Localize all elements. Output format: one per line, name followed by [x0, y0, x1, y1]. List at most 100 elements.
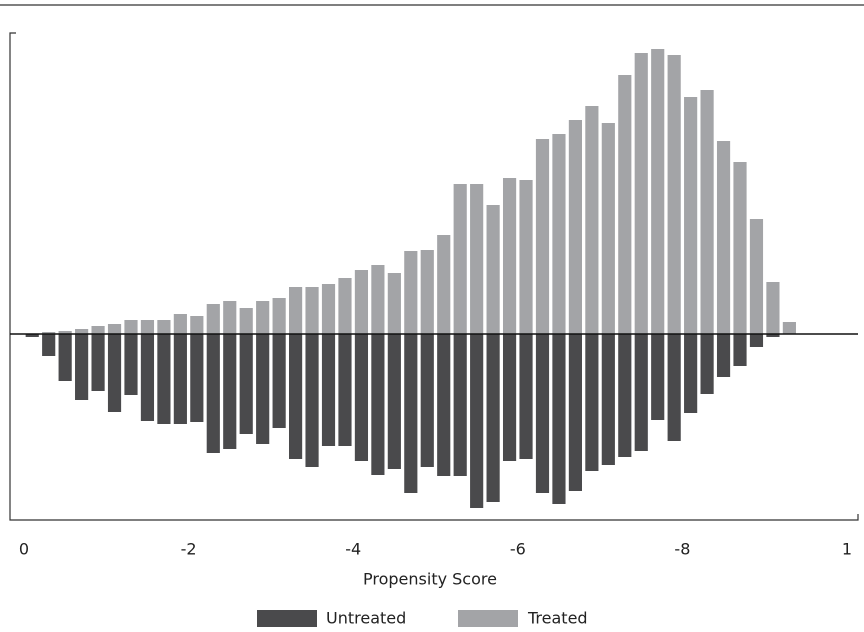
bar: [58, 331, 72, 334]
bar: [321, 334, 336, 446]
bar: [338, 278, 352, 334]
bar: [107, 324, 122, 334]
bar: [568, 120, 582, 334]
bar: [782, 322, 796, 334]
bar: [684, 97, 698, 334]
bar: [733, 334, 747, 366]
bar: [371, 334, 385, 475]
bar: [157, 334, 171, 424]
bar: [91, 334, 105, 391]
bar: [601, 334, 615, 465]
bar: [387, 334, 401, 469]
x-tick-label: -6: [510, 540, 526, 559]
bar: [190, 334, 204, 422]
bar: [256, 334, 270, 444]
bar: [766, 334, 780, 337]
bar: [239, 308, 253, 334]
bar: [404, 334, 418, 493]
bar: [140, 320, 155, 334]
bar: [453, 334, 467, 476]
plot-frame: [9, 32, 859, 521]
bar: [58, 334, 72, 381]
bar: [305, 334, 319, 467]
bar: [25, 334, 39, 337]
bar: [223, 334, 237, 449]
x-axis-label: Propensity Score: [363, 570, 497, 589]
bar: [634, 334, 648, 451]
bar: [124, 320, 138, 334]
x-tick-label: 1: [842, 540, 852, 559]
bar: [716, 334, 731, 377]
bar: [766, 282, 780, 334]
bar: [700, 90, 714, 334]
x-tick-label: -8: [674, 540, 690, 559]
bar: [486, 334, 500, 502]
bar: [223, 301, 237, 334]
bar: [470, 334, 484, 508]
bar: [190, 316, 204, 334]
bar: [107, 334, 122, 412]
bar: [338, 334, 352, 446]
legend-label: Untreated: [326, 609, 406, 628]
bar: [453, 184, 467, 334]
bar: [124, 334, 138, 395]
bar: [519, 334, 533, 459]
bar: [272, 334, 286, 428]
bar: [437, 235, 451, 334]
bar: [272, 298, 286, 334]
bar: [354, 270, 369, 334]
bar: [173, 334, 187, 424]
bar: [535, 139, 550, 334]
bar: [651, 334, 665, 420]
bar: [42, 334, 56, 356]
bar: [585, 334, 599, 471]
bar: [420, 250, 434, 334]
bar: [437, 334, 451, 476]
bar: [173, 314, 187, 334]
bar: [502, 334, 517, 461]
bar: [239, 334, 253, 434]
bar: [568, 334, 582, 491]
bar: [157, 320, 171, 334]
x-tick-label: 0: [19, 540, 29, 559]
bar: [552, 334, 566, 504]
bar: [634, 53, 648, 334]
bar: [684, 334, 698, 413]
bar: [305, 287, 319, 334]
bar: [700, 334, 714, 394]
legend-swatch: [458, 610, 518, 627]
bar: [618, 334, 632, 457]
bar: [535, 334, 550, 493]
bar: [289, 287, 303, 334]
bar: [206, 304, 220, 334]
legend-swatch: [257, 610, 317, 627]
bar: [354, 334, 369, 461]
bar: [733, 162, 747, 334]
bar: [486, 205, 500, 334]
bar: [321, 284, 336, 334]
bar: [289, 334, 303, 459]
bar: [585, 106, 599, 334]
bar: [420, 334, 434, 467]
bar: [502, 178, 517, 334]
legend-label: Treated: [527, 609, 588, 628]
bar: [371, 265, 385, 334]
bar: [91, 326, 105, 334]
bar: [206, 334, 220, 453]
bar: [75, 329, 89, 334]
bar: [651, 49, 665, 334]
bar: [42, 332, 56, 334]
bar: [140, 334, 155, 421]
bar: [404, 251, 418, 334]
bar: [618, 75, 632, 334]
x-tick-label: -2: [181, 540, 197, 559]
bar: [749, 219, 764, 334]
bar: [601, 123, 615, 334]
bar: [749, 334, 764, 347]
bar: [716, 141, 731, 334]
bar: [667, 55, 681, 334]
bar: [552, 134, 566, 334]
bar: [387, 273, 401, 334]
bar: [519, 180, 533, 334]
